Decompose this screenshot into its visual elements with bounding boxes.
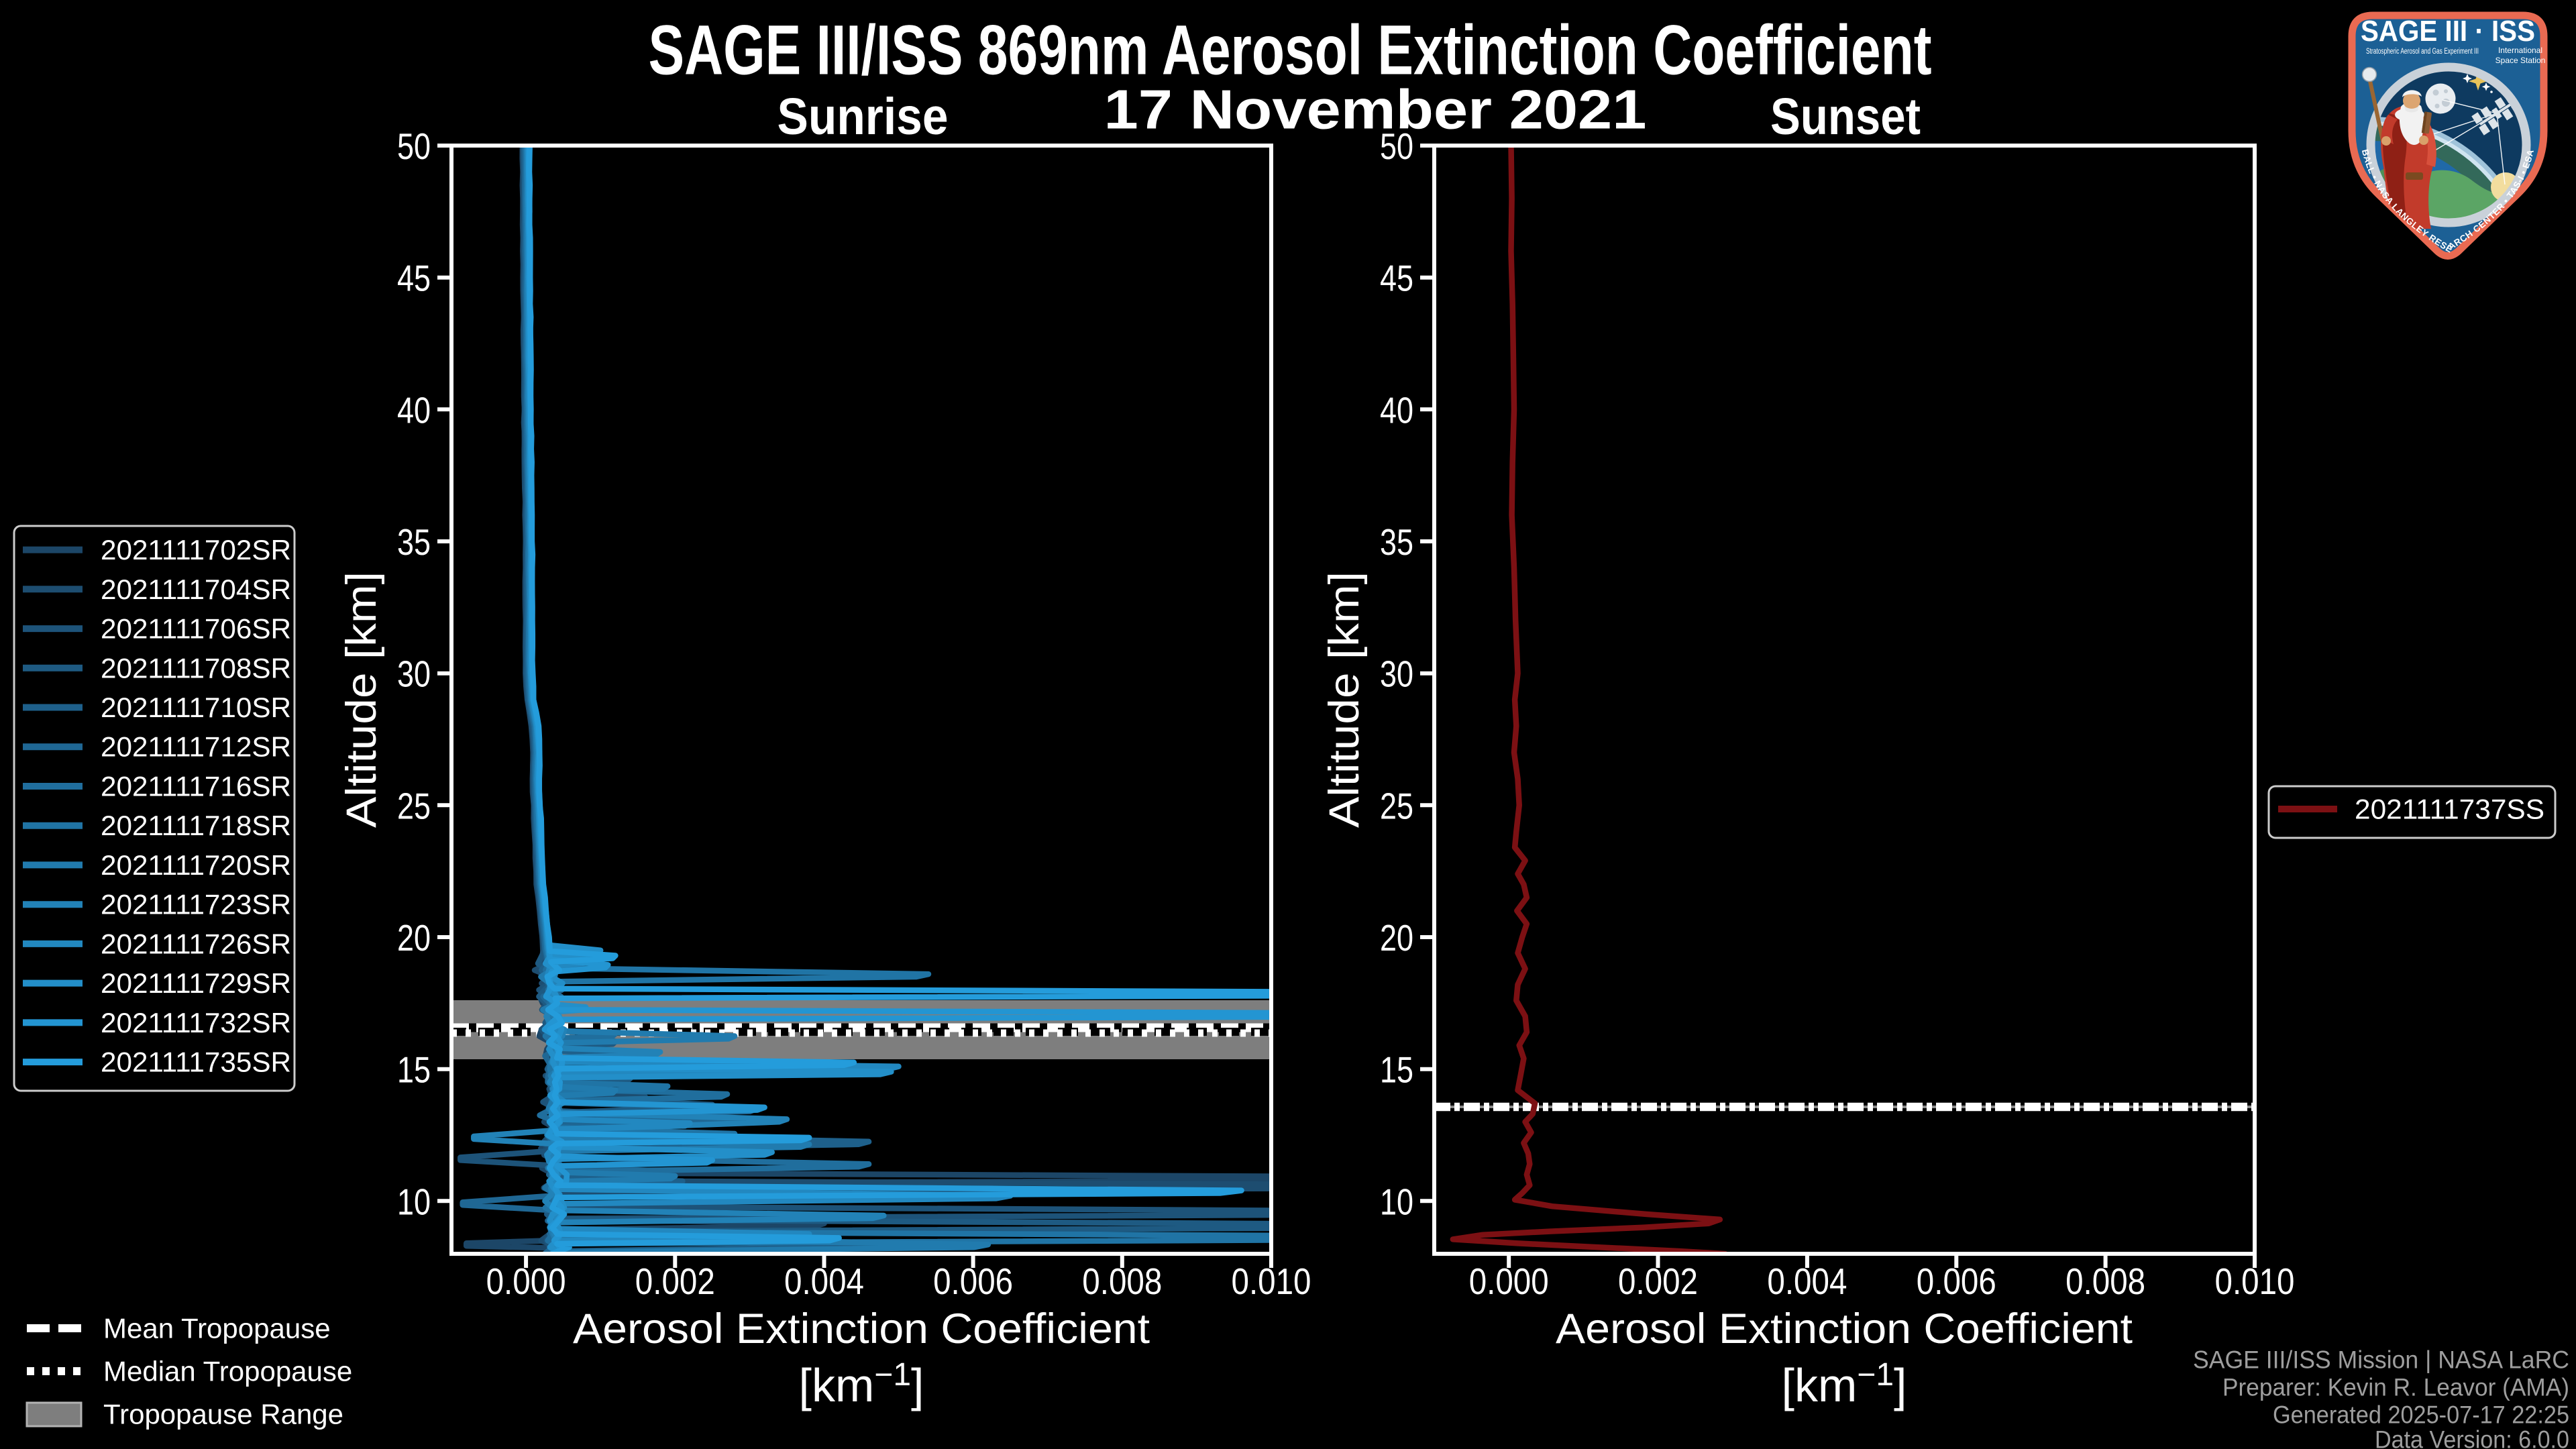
svg-text:SAGE III · ISS: SAGE III · ISS — [2361, 15, 2535, 48]
svg-text:0.000: 0.000 — [1469, 1260, 1549, 1302]
svg-text:2021111716SR: 2021111716SR — [101, 771, 291, 802]
svg-text:30: 30 — [1380, 653, 1413, 695]
svg-text:25: 25 — [1380, 785, 1413, 826]
svg-text:Aerosol Extinction Coefficient: Aerosol Extinction Coefficient — [1556, 1305, 2133, 1352]
svg-text:2021111726SR: 2021111726SR — [101, 928, 291, 959]
svg-text:40: 40 — [397, 389, 431, 431]
svg-text:0.000: 0.000 — [486, 1260, 566, 1302]
svg-text:0.004: 0.004 — [1767, 1260, 1847, 1302]
svg-text:35: 35 — [397, 521, 431, 563]
svg-text:45: 45 — [1380, 258, 1413, 299]
svg-text:2021111729SR: 2021111729SR — [101, 967, 291, 999]
svg-text:Sunrise: Sunrise — [777, 88, 949, 146]
svg-text:2021111718SR: 2021111718SR — [101, 810, 291, 841]
svg-text:2021111735SR: 2021111735SR — [101, 1046, 291, 1078]
svg-text:Aerosol Extinction Coefficient: Aerosol Extinction Coefficient — [573, 1305, 1150, 1352]
svg-text:0.006: 0.006 — [1917, 1260, 1996, 1302]
svg-text:2021111710SR: 2021111710SR — [101, 692, 291, 723]
svg-text:2021111706SR: 2021111706SR — [101, 613, 291, 645]
svg-text:2021111712SR: 2021111712SR — [101, 731, 291, 763]
svg-text:SAGE III/ISS 869nm Aerosol Ext: SAGE III/ISS 869nm Aerosol Extinction Co… — [649, 11, 1932, 90]
svg-text:Median Tropopause: Median Tropopause — [103, 1356, 352, 1387]
svg-text:Data Version: 6.0.0: Data Version: 6.0.0 — [2375, 1426, 2569, 1449]
svg-text:Preparer: Kevin R. Leavor (AMA: Preparer: Kevin R. Leavor (AMA) — [2222, 1374, 2569, 1401]
svg-text:2021111732SR: 2021111732SR — [101, 1007, 291, 1038]
svg-text:50: 50 — [1380, 125, 1413, 167]
svg-text:30: 30 — [397, 653, 431, 695]
svg-text:2021111702SR: 2021111702SR — [101, 534, 291, 566]
svg-text:Stratospheric Aerosol and Gas: Stratospheric Aerosol and Gas Experiment… — [2366, 48, 2479, 56]
svg-text:0.010: 0.010 — [2215, 1260, 2295, 1302]
svg-text:50: 50 — [397, 125, 431, 167]
svg-text:10: 10 — [397, 1181, 431, 1222]
svg-text:Tropopause Range: Tropopause Range — [103, 1399, 343, 1430]
svg-text:International: International — [2498, 46, 2542, 55]
svg-text:0.002: 0.002 — [1618, 1260, 1698, 1302]
svg-text:20: 20 — [397, 917, 431, 959]
svg-text:Sunset: Sunset — [1770, 88, 1921, 146]
svg-text:2021111708SR: 2021111708SR — [101, 652, 291, 684]
svg-text:Altitude [km]: Altitude [km] — [1321, 572, 1368, 828]
svg-text:Space Station: Space Station — [2496, 56, 2546, 65]
svg-text:40: 40 — [1380, 389, 1413, 431]
svg-text:Altitude [km]: Altitude [km] — [338, 572, 385, 828]
svg-text:35: 35 — [1380, 521, 1413, 563]
svg-text:2021111737SS: 2021111737SS — [2355, 794, 2544, 825]
svg-text:17 November 2021: 17 November 2021 — [1104, 78, 1647, 141]
svg-text:0.002: 0.002 — [635, 1260, 715, 1302]
svg-text:0.008: 0.008 — [2065, 1260, 2145, 1302]
svg-text:2021111720SR: 2021111720SR — [101, 849, 291, 881]
svg-text:15: 15 — [397, 1049, 431, 1091]
svg-text:0.010: 0.010 — [1232, 1260, 1311, 1302]
svg-text:SAGE III/ISS Mission | NASA La: SAGE III/ISS Mission | NASA LaRC — [2193, 1346, 2569, 1374]
svg-text:2021111723SR: 2021111723SR — [101, 889, 291, 920]
svg-text:Mean Tropopause: Mean Tropopause — [103, 1313, 331, 1344]
svg-text:2021111704SR: 2021111704SR — [101, 574, 291, 605]
svg-text:0.006: 0.006 — [933, 1260, 1013, 1302]
svg-text:0.004: 0.004 — [784, 1260, 864, 1302]
svg-text:45: 45 — [397, 258, 431, 299]
svg-text:20: 20 — [1380, 917, 1413, 959]
svg-text:0.008: 0.008 — [1082, 1260, 1162, 1302]
svg-text:Generated 2025-07-17 22:25: Generated 2025-07-17 22:25 — [2273, 1401, 2569, 1429]
svg-text:10: 10 — [1380, 1181, 1413, 1222]
svg-text:15: 15 — [1380, 1049, 1413, 1091]
svg-text:25: 25 — [397, 785, 431, 826]
